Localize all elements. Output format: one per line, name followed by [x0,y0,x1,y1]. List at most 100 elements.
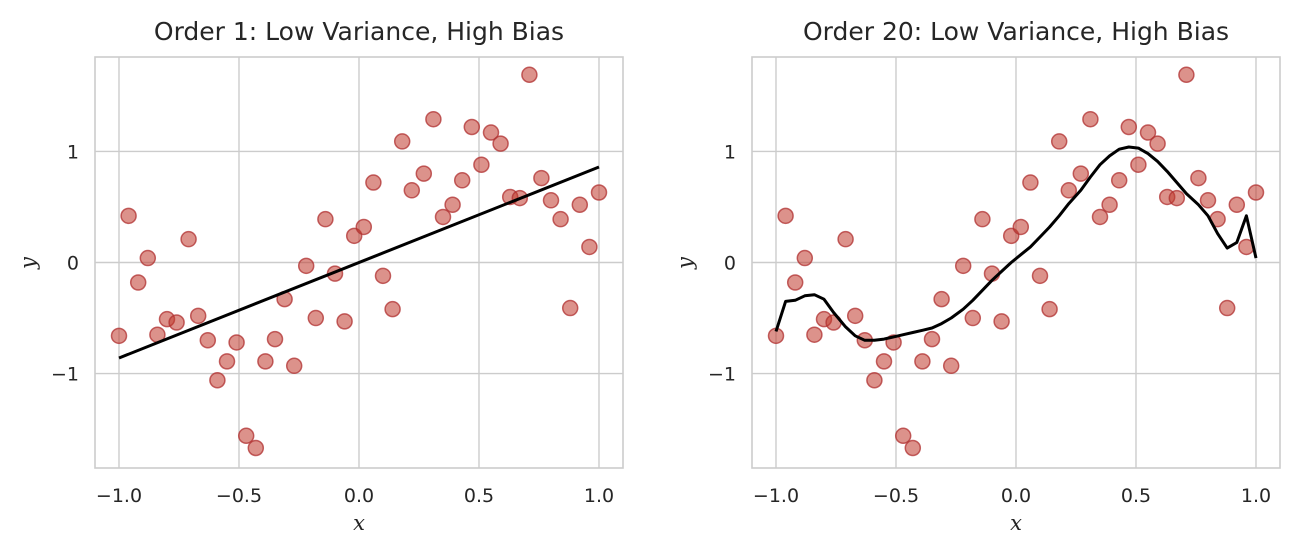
data-point [317,210,334,228]
chart-order-1: Order 1: Low Variance, High Bias x y −1.… [16,17,624,535]
x-tick-label: 1.0 [1241,485,1271,507]
data-point [1072,165,1090,182]
data-point [875,353,893,370]
data-point [993,313,1010,330]
x-axis-label: x [353,511,365,535]
data-point [1199,192,1217,209]
data-point [297,257,315,275]
axes-frame [751,56,1281,469]
x-tick-label: −0.5 [873,485,919,507]
axes-frame [94,56,624,469]
data-point [237,427,255,445]
data-point [914,353,931,370]
data-point [403,182,421,199]
chart-order-20: Order 20: Low Variance, High Bias x y −1… [673,17,1281,535]
x-tick-label: 0.0 [1001,485,1031,507]
plot-area [94,56,624,469]
fit-line [118,165,600,360]
data-point [923,330,941,348]
data-point [954,257,972,275]
chart-title: Order 20: Low Variance, High Bias [803,17,1229,46]
data-point [218,353,236,370]
data-point [846,307,864,325]
data-point [1050,133,1068,150]
data-point [1130,156,1147,173]
data-point [384,300,401,318]
data-point [974,210,991,228]
data-point [561,299,579,317]
data-point [1091,208,1109,226]
data-point [521,66,538,84]
data-point [1022,174,1039,191]
x-tick-label: 0.5 [1121,485,1151,507]
data-point [1247,184,1265,201]
data-point [120,207,137,225]
data-point [581,238,598,256]
data-point [786,274,804,291]
data-point [492,135,509,152]
y-tick-label: −1 [708,364,736,386]
data-point [247,439,265,457]
x-axis-label: x [1010,511,1022,535]
data-point [777,207,794,225]
data-point [374,267,392,285]
y-tick-label: 0 [67,253,79,275]
data-point [307,309,325,327]
data-point [355,218,373,236]
y-tick-label: −1 [51,364,79,386]
data-point [542,192,560,209]
data-point [482,124,500,141]
data-point [1228,196,1246,213]
data-point [837,230,854,248]
data-point [199,332,217,349]
data-point [533,169,550,187]
data-point [1218,299,1236,317]
data-points [110,66,608,457]
data-point [393,133,411,150]
data-point [1149,135,1166,152]
data-point [894,427,912,445]
data-point [110,327,128,345]
data-point [1041,300,1058,318]
data-point [1120,118,1138,136]
data-point [257,353,274,370]
data-point [129,274,147,291]
data-point [1110,172,1128,189]
x-tick-label: 0.5 [464,485,494,507]
data-point [228,334,245,351]
data-point [415,165,433,182]
data-point [180,230,197,248]
data-point [806,326,823,343]
y-tick-label: 1 [724,141,736,163]
data-point [933,290,950,308]
x-tick-label: 1.0 [584,485,614,507]
data-point [453,172,471,189]
data-point [942,357,960,375]
data-point [1060,182,1078,199]
data-point [1178,66,1195,84]
data-point [964,309,982,327]
data-point [189,307,207,325]
plot-area [751,56,1281,469]
data-point [866,371,883,389]
x-tick-label: −1.0 [753,485,799,507]
data-point [1139,124,1157,141]
data-point [590,184,608,201]
data-point [463,118,481,136]
data-point [1190,169,1207,187]
y-tick-label: 1 [67,141,79,163]
data-point [434,208,452,226]
data-point [444,196,461,213]
x-tick-label: −0.5 [216,485,262,507]
data-point [552,210,569,228]
data-point [336,313,353,330]
x-tick-label: 0.0 [344,485,374,507]
fit-line [774,145,1258,342]
data-point [1082,110,1099,128]
data-point [1168,189,1186,207]
data-point [266,330,284,348]
y-axis-label: y [673,256,697,270]
data-point [1012,218,1030,236]
y-tick-label: 0 [724,253,736,275]
data-points [767,66,1265,457]
